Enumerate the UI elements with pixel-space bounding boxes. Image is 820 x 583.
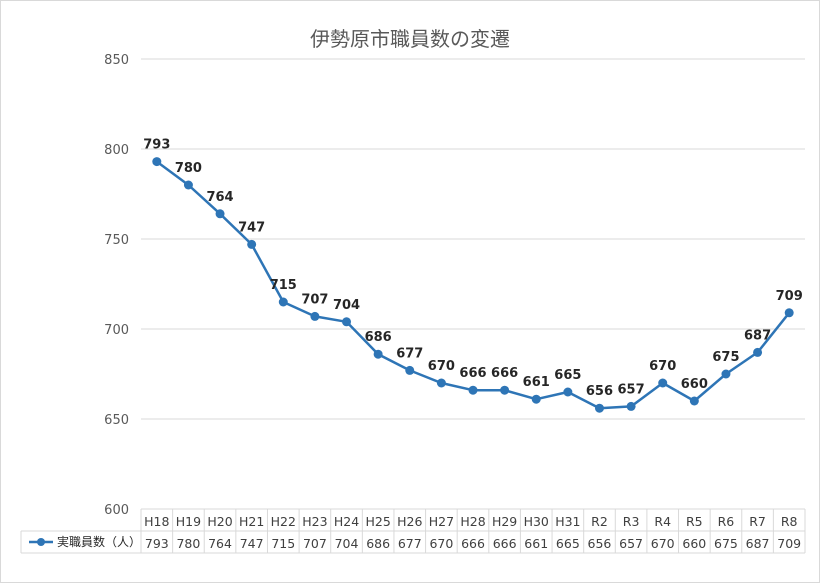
table-value: 686 bbox=[366, 536, 390, 551]
table-value: 707 bbox=[303, 536, 327, 551]
table-value: 709 bbox=[777, 536, 801, 551]
table-value: 665 bbox=[556, 536, 580, 551]
table-value: 656 bbox=[588, 536, 612, 551]
data-point bbox=[531, 394, 541, 404]
x-tick-label: H22 bbox=[271, 514, 296, 529]
table-value: 660 bbox=[682, 536, 706, 551]
gridlines bbox=[141, 58, 805, 510]
legend-marker bbox=[37, 538, 45, 546]
x-tick-label: H29 bbox=[492, 514, 517, 529]
table-value: 677 bbox=[398, 536, 422, 551]
y-tick-label: 700 bbox=[104, 323, 129, 338]
y-tick-label: 650 bbox=[104, 413, 129, 428]
x-tick-label: R3 bbox=[623, 514, 640, 529]
data-point bbox=[436, 378, 446, 388]
table-value: 704 bbox=[335, 536, 359, 551]
data-label: 764 bbox=[206, 190, 233, 205]
data-point bbox=[310, 311, 320, 321]
data-label: 665 bbox=[554, 368, 581, 383]
data-point bbox=[689, 396, 699, 406]
data-point bbox=[563, 387, 573, 397]
x-tick-label: R5 bbox=[686, 514, 703, 529]
x-tick-label: H31 bbox=[555, 514, 580, 529]
table-value: 657 bbox=[619, 536, 643, 551]
chart-title: 伊勢原市職員数の変遷 bbox=[310, 27, 510, 51]
data-label: 660 bbox=[681, 377, 708, 392]
data-point bbox=[500, 385, 510, 395]
data-label: 657 bbox=[618, 382, 645, 397]
table-value: 666 bbox=[461, 536, 485, 551]
data-label: 666 bbox=[491, 366, 518, 381]
x-tick-label: H27 bbox=[429, 514, 454, 529]
table-value: 687 bbox=[746, 536, 770, 551]
y-tick-label: 850 bbox=[104, 53, 129, 68]
data-point bbox=[152, 157, 162, 167]
data-label: 675 bbox=[712, 350, 739, 365]
table-value: 675 bbox=[714, 536, 738, 551]
table-value: 670 bbox=[429, 536, 453, 551]
data-point bbox=[183, 180, 193, 190]
data-point bbox=[342, 317, 352, 327]
table-value: 764 bbox=[208, 536, 232, 551]
y-axis: 600 650 700 750 800 850 bbox=[104, 53, 129, 518]
table-value: 661 bbox=[524, 536, 548, 551]
y-tick-label: 800 bbox=[104, 143, 129, 158]
x-tick-label: H18 bbox=[144, 514, 169, 529]
data-label: 666 bbox=[459, 366, 486, 381]
data-label: 747 bbox=[238, 220, 265, 235]
data-point bbox=[594, 403, 604, 413]
y-tick-label: 750 bbox=[104, 233, 129, 248]
data-label: 670 bbox=[428, 359, 455, 374]
table-value: 780 bbox=[176, 536, 200, 551]
table-value: 793 bbox=[145, 536, 169, 551]
data-point bbox=[247, 239, 257, 249]
table-value: 747 bbox=[240, 536, 264, 551]
data-label: 793 bbox=[143, 138, 170, 153]
data-label: 715 bbox=[270, 278, 297, 293]
x-tick-label: H24 bbox=[334, 514, 359, 529]
x-tick-label: H30 bbox=[524, 514, 549, 529]
table-value: 670 bbox=[651, 536, 675, 551]
data-table: H18 793 H19 780 H20 764 H21 747 H22 715 H23 707 H24 7… bbox=[20, 509, 806, 554]
y-tick-label: 600 bbox=[104, 503, 129, 518]
data-label: 707 bbox=[301, 292, 328, 307]
x-tick-label: R6 bbox=[718, 514, 735, 529]
data-point bbox=[784, 308, 794, 318]
x-tick-label: R4 bbox=[654, 514, 671, 529]
x-tick-label: H26 bbox=[397, 514, 422, 529]
data-label: 780 bbox=[175, 161, 202, 176]
data-label: 687 bbox=[744, 328, 771, 343]
data-point bbox=[658, 378, 668, 388]
x-tick-label: H23 bbox=[302, 514, 327, 529]
data-point bbox=[753, 347, 763, 357]
x-tick-label: H19 bbox=[176, 514, 201, 529]
data-point bbox=[626, 401, 636, 411]
data-label: 704 bbox=[333, 298, 360, 313]
x-tick-label: H20 bbox=[207, 514, 232, 529]
x-tick-label: R2 bbox=[591, 514, 608, 529]
data-point bbox=[468, 385, 478, 395]
table-value: 666 bbox=[493, 536, 517, 551]
data-point bbox=[373, 349, 383, 359]
data-point bbox=[721, 369, 731, 379]
data-point bbox=[278, 297, 288, 307]
x-tick-label: R7 bbox=[749, 514, 766, 529]
data-label: 686 bbox=[365, 330, 392, 345]
data-point bbox=[405, 365, 415, 375]
x-tick-label: R8 bbox=[781, 514, 798, 529]
plot-area: 793 780 764 747 715 707 704 686 677 670 666 666 661 6… bbox=[143, 138, 803, 413]
table-value: 715 bbox=[271, 536, 295, 551]
x-tick-label: H28 bbox=[460, 514, 485, 529]
legend-label: 実職員数（人） bbox=[57, 534, 141, 549]
x-tick-label: H25 bbox=[365, 514, 390, 529]
x-tick-label: H21 bbox=[239, 514, 264, 529]
data-label: 656 bbox=[586, 384, 613, 399]
data-label: 709 bbox=[776, 289, 803, 304]
data-point bbox=[215, 209, 225, 219]
data-label: 670 bbox=[649, 359, 676, 374]
data-label: 677 bbox=[396, 346, 423, 361]
data-label: 661 bbox=[523, 375, 550, 390]
